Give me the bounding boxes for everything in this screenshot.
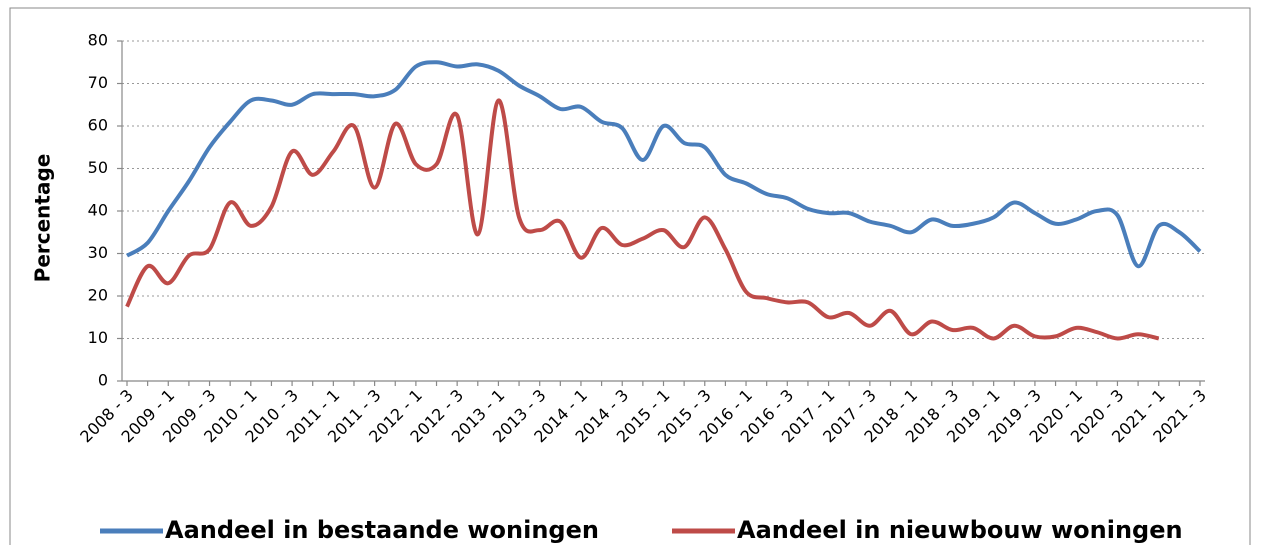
y-tick-label: 80 — [88, 31, 108, 50]
y-tick-label: 50 — [88, 158, 108, 177]
chart-border — [9, 7, 1251, 545]
legend-label: Aandeel in bestaande woningen — [165, 516, 599, 544]
series-line — [125, 98, 1160, 341]
y-axis-label: Percentage — [31, 154, 55, 283]
series-line — [125, 60, 1202, 269]
y-tick-label: 60 — [88, 116, 108, 135]
y-tick-label: 70 — [88, 73, 108, 92]
legend-label: Aandeel in nieuwbouw woningen — [737, 516, 1183, 544]
y-tick-label: 10 — [88, 328, 108, 347]
y-tick-label: 40 — [88, 201, 108, 220]
y-tick-label: 0 — [98, 371, 108, 390]
y-tick-label: 30 — [88, 243, 108, 262]
y-tick-label: 20 — [88, 286, 108, 305]
